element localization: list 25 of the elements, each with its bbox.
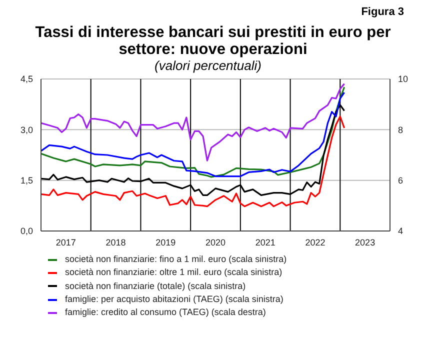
line-series (41, 116, 346, 208)
legend-label: società non finanziarie: fino a 1 mil. euro (scala sinistra) (65, 253, 287, 266)
line-series (41, 83, 346, 162)
y-tick-label: 3,0 (20, 124, 33, 135)
text: Figura 3 (361, 6, 404, 18)
x-tick-label: 2020 (205, 237, 226, 248)
x-tick-label: 2022 (305, 237, 326, 248)
y2-tick-label: 8 (398, 124, 404, 135)
y2-tick-label: 10 (398, 74, 408, 84)
y2-tick-label: 4 (398, 226, 404, 236)
y-tick-label: 4,5 (20, 74, 33, 84)
chart-subtitle: (valori percentuali) (154, 58, 262, 73)
x-tick-label: 2023 (355, 237, 376, 248)
legend-label: società non finanziarie: oltre 1 mil. euro (scala sinistra) (65, 266, 282, 280)
chart-title: Tassi di interesse bancari sui prestiti in euro per settore: nuove operazioni (35, 24, 391, 58)
y2-tick-label: 6 (398, 176, 404, 186)
x-tick-label: 2021 (255, 237, 276, 248)
legend-label: famiglie: credito al consumo (TAEG) (scala destra) (65, 306, 266, 320)
x-tick-label: 2018 (106, 237, 126, 248)
y-tick-label: 1,5 (20, 176, 33, 186)
legend-label: famiglie: per acquisto abitazioni (TAEG) (scala sinistra) (65, 292, 284, 306)
y-tick-label: 0,0 (20, 226, 33, 236)
legend-label: società non finanziarie (totale) (scala sinistra) (65, 280, 246, 293)
x-tick-label: 2017 (56, 237, 76, 248)
x-tick-label: 2019 (156, 237, 176, 248)
